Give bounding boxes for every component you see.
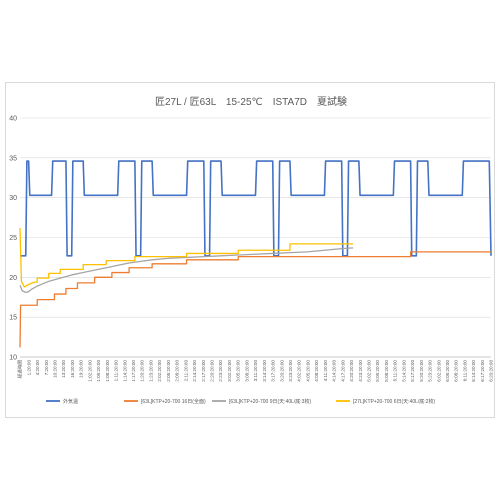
x-tick-label: 3:17:20:00 — [271, 360, 276, 382]
legend-label-2: [63L]KTP+20-700 9日(天:40L/底:3枚) — [229, 398, 311, 405]
y-tick-label: 35 — [9, 155, 17, 162]
x-tick-label: 1:02:20:00 — [87, 360, 92, 382]
x-tick-label: 1:08:20:00 — [105, 360, 110, 382]
series-line-3 — [19, 227, 354, 288]
x-tick-label: 4:20:20:00 — [349, 360, 354, 382]
x-tick-label: 1:20:00 — [26, 360, 31, 376]
x-tick-label: 6:08:20:00 — [454, 360, 459, 382]
x-tick-label: 5:08:20:00 — [384, 360, 389, 382]
x-tick-label: 3:20:20:00 — [279, 360, 284, 382]
y-axis-ticks: 10 15 20 25 30 35 40 — [9, 116, 17, 362]
series-line-0 — [20, 160, 492, 257]
chart: 匠27L / 匠63L 15-25℃ ISTA7D 夏試験 10 15 20 25 30… — [9, 95, 494, 405]
series-line-1 — [19, 251, 491, 348]
x-tick-label: 5:14:20:00 — [401, 360, 406, 382]
x-tick-label: 2:05:20:00 — [166, 360, 171, 382]
x-tick-label: 5:11:20:00 — [393, 360, 398, 382]
legend-label-0: 外気温 — [63, 398, 78, 405]
x-tick-label: 1:23:20:00 — [148, 360, 153, 382]
x-tick-label: 6:14:20:00 — [471, 360, 476, 382]
x-tick-label: 4:17:20:00 — [340, 360, 345, 382]
y-tick-label: 25 — [9, 235, 17, 242]
x-tick-label: 経過時間 — [17, 360, 24, 379]
x-tick-label: 3:11:20:00 — [253, 360, 258, 382]
x-tick-label: 4:14:20:00 — [332, 360, 337, 382]
x-tick-label: 1:17:20:00 — [131, 360, 136, 382]
x-tick-label: 6:20:20:00 — [489, 360, 494, 382]
x-tick-label: 13:20:00 — [61, 360, 66, 378]
x-tick-label: 3:23:20:00 — [288, 360, 293, 382]
plot-area — [19, 160, 492, 348]
x-axis-ticks: 経過時間 1:20:00 4:20:00 7:20:00 10:20:00 13:20:0… — [17, 360, 494, 382]
x-tick-label: 1:05:20:00 — [96, 360, 101, 382]
x-tick-label: 6:05:20:00 — [445, 360, 450, 382]
chart-frame: 匠27L / 匠63L 15-25℃ ISTA7D 夏試験 10 15 20 25 30… — [5, 82, 495, 418]
x-tick-label: 3:14:20:00 — [262, 360, 267, 382]
legend: 外気温 [63L]KTP+20-700 16日(全面) [63L]KTP+20-70… — [46, 398, 435, 405]
x-tick-label: 6:17:20:00 — [480, 360, 485, 382]
x-tick-label: 4:20:00 — [35, 360, 40, 376]
x-tick-label: 2:08:20:00 — [175, 360, 180, 382]
x-tick-label: 2:23:20:00 — [218, 360, 223, 382]
x-tick-label: 4:23:20:00 — [358, 360, 363, 382]
x-tick-label: 6:02:20:00 — [436, 360, 441, 382]
y-tick-label: 20 — [9, 275, 17, 282]
legend-label-1: [63L]KTP+20-700 16日(全面) — [141, 398, 206, 405]
x-tick-label: 3:05:20:00 — [236, 360, 241, 382]
x-tick-label: 4:02:20:00 — [297, 360, 302, 382]
x-tick-label: 1:11:20:00 — [114, 360, 119, 382]
y-tick-label: 40 — [9, 116, 17, 123]
gridlines — [20, 117, 491, 358]
x-tick-label: 5:02:20:00 — [366, 360, 371, 382]
y-tick-label: 30 — [9, 195, 17, 202]
x-tick-label: 4:05:20:00 — [305, 360, 310, 382]
x-tick-label: 16:20:00 — [70, 360, 75, 378]
x-tick-label: 2:14:20:00 — [192, 360, 197, 382]
series-line-2 — [19, 247, 354, 294]
chart-title: 匠27L / 匠63L 15-25℃ ISTA7D 夏試験 — [155, 95, 347, 108]
x-tick-label: 2:11:20:00 — [183, 360, 188, 382]
x-tick-label: 19:20:00 — [79, 360, 84, 378]
y-tick-label: 10 — [9, 355, 17, 362]
x-tick-label: 5:17:20:00 — [410, 360, 415, 382]
x-tick-label: 1:14:20:00 — [122, 360, 127, 382]
x-tick-label: 2:02:20:00 — [157, 360, 162, 382]
x-tick-label: 3:02:20:00 — [227, 360, 232, 382]
x-tick-label: 4:11:20:00 — [323, 360, 328, 382]
x-tick-label: 5:20:20:00 — [419, 360, 424, 382]
x-tick-label: 10:20:00 — [52, 360, 57, 378]
x-tick-label: 2:20:20:00 — [209, 360, 214, 382]
x-tick-label: 1:20:20:00 — [140, 360, 145, 382]
x-tick-label: 6:11:20:00 — [462, 360, 467, 382]
x-tick-label: 4:08:20:00 — [314, 360, 319, 382]
x-tick-label: 5:05:20:00 — [375, 360, 380, 382]
x-tick-label: 5:23:20:00 — [428, 360, 433, 382]
x-tick-label: 7:20:00 — [44, 360, 49, 376]
x-tick-label: 2:17:20:00 — [201, 360, 206, 382]
y-tick-label: 15 — [9, 315, 17, 322]
legend-label-3: [27L]KTP+20-700 6日(天:40L/底:2枚) — [353, 398, 435, 405]
x-tick-label: 3:08:20:00 — [244, 360, 249, 382]
